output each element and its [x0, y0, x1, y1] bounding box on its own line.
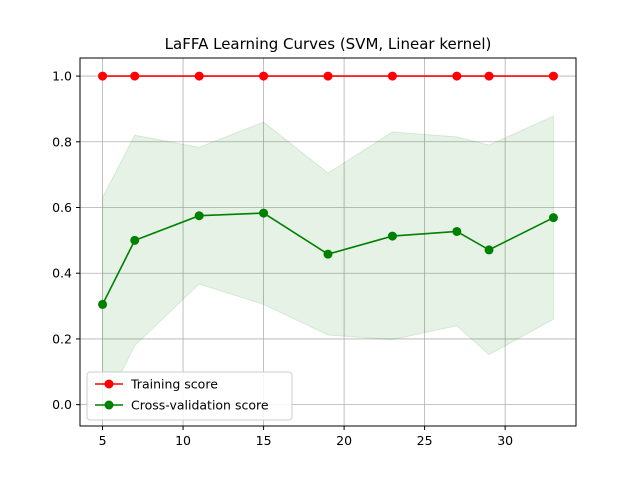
x-tick-label: 5: [99, 433, 107, 448]
data-point: [548, 213, 558, 223]
data-point: [387, 231, 397, 241]
data-point: [130, 71, 140, 81]
data-point: [259, 71, 269, 81]
confidence-bands: [102, 115, 554, 412]
y-tick-label: 0.0: [52, 397, 72, 412]
legend: Training score Cross-validation score: [86, 371, 293, 421]
data-point: [484, 245, 494, 255]
y-tick-label: 0.8: [52, 134, 72, 149]
legend-marker: [104, 400, 114, 410]
x-tick-label: 10: [175, 433, 191, 448]
data-point: [323, 249, 333, 259]
x-tick-label: 30: [497, 433, 513, 448]
data-point: [194, 71, 204, 81]
data-point: [323, 71, 333, 81]
series-lines: [98, 71, 558, 309]
y-tick-label: 1.0: [52, 69, 72, 84]
data-point: [548, 71, 558, 81]
data-point: [259, 208, 269, 218]
data-point: [452, 226, 462, 236]
x-tick-label: 20: [336, 433, 352, 448]
x-tick-label: 15: [256, 433, 272, 448]
legend-label: Training score: [130, 377, 218, 392]
y-tick-label: 0.4: [52, 266, 72, 281]
legend-box: [86, 371, 293, 421]
data-point: [194, 211, 204, 221]
data-point: [387, 71, 397, 81]
plot-frame: [79, 57, 577, 427]
axes: 5 10 15 20 25 30 0.0 0.2 0.4 0.6 0.8 1.0: [52, 57, 577, 448]
x-tick-label: 25: [417, 433, 433, 448]
data-point: [452, 71, 462, 81]
legend-label: Cross-validation score: [131, 398, 269, 413]
data-point: [130, 235, 140, 245]
chart-title: LaFFA Learning Curves (SVM, Linear kerne…: [165, 35, 492, 53]
data-point: [484, 71, 494, 81]
confidence-band-1: [102, 115, 554, 412]
data-point: [98, 71, 108, 81]
y-tick-label: 0.6: [52, 200, 72, 215]
y-tick-label: 0.2: [52, 331, 72, 346]
legend-marker: [104, 379, 114, 389]
data-point: [98, 299, 108, 309]
